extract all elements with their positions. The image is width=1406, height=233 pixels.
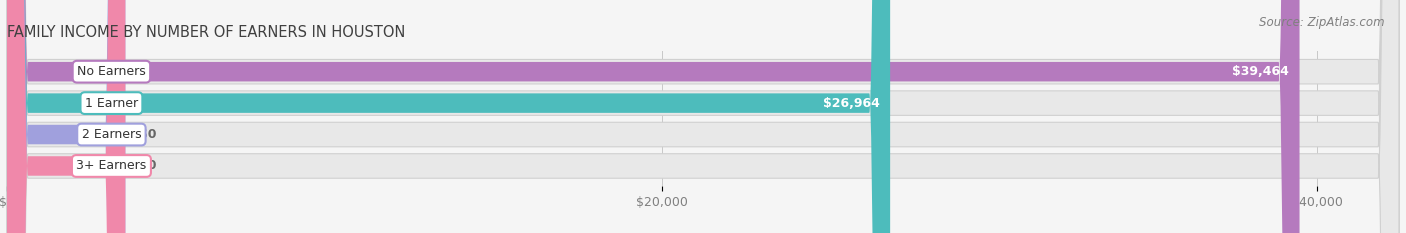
FancyBboxPatch shape [7,0,1399,233]
Text: $0: $0 [139,128,156,141]
Text: $26,964: $26,964 [823,97,880,110]
FancyBboxPatch shape [7,0,1299,233]
FancyBboxPatch shape [7,0,1399,233]
Text: $39,464: $39,464 [1232,65,1289,78]
Text: FAMILY INCOME BY NUMBER OF EARNERS IN HOUSTON: FAMILY INCOME BY NUMBER OF EARNERS IN HO… [7,25,405,40]
FancyBboxPatch shape [7,0,1399,233]
Text: Source: ZipAtlas.com: Source: ZipAtlas.com [1260,16,1385,29]
FancyBboxPatch shape [7,0,890,233]
Text: $0: $0 [139,159,156,172]
Text: 1 Earner: 1 Earner [84,97,138,110]
FancyBboxPatch shape [7,0,125,233]
Text: 2 Earners: 2 Earners [82,128,141,141]
Text: 3+ Earners: 3+ Earners [76,159,146,172]
Text: No Earners: No Earners [77,65,146,78]
FancyBboxPatch shape [7,0,1399,233]
FancyBboxPatch shape [7,0,125,233]
